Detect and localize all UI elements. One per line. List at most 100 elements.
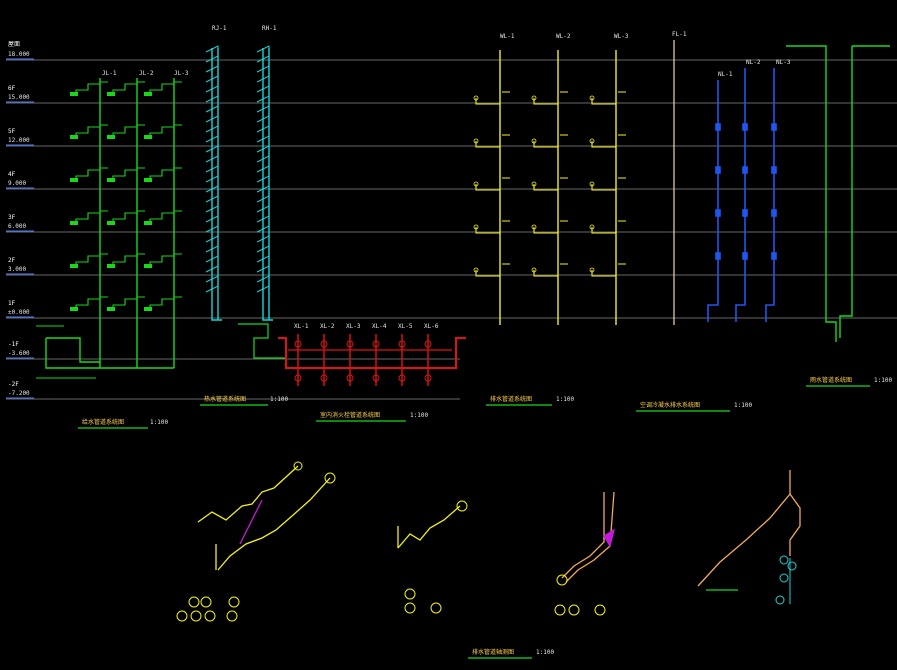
ac-drain-point — [771, 209, 777, 217]
floor-label-b1: -1F — [8, 341, 19, 348]
rainwater-system — [786, 45, 890, 342]
drain-trap — [531, 267, 537, 273]
section-titles: 给水管道系统图 1:100 热水管道系统图 1:100 室内消火栓管道系统图 1… — [78, 376, 892, 659]
supply-fixture — [107, 135, 115, 139]
supply-branch — [149, 298, 174, 311]
hot-water-branch — [205, 235, 219, 244]
riser-tag-jl3: JL-3 — [174, 70, 189, 77]
title-hot-water: 热水管道系统图 — [204, 395, 246, 403]
floor-label-2f: 2F — [8, 257, 16, 264]
supply-fixture — [144, 92, 152, 96]
supply-fixture — [70, 178, 78, 182]
drainage-system — [473, 50, 626, 325]
hot-water-branch — [205, 105, 219, 114]
drain-riser-tags: WL-1 WL-2 WL-3 FL-1 — [500, 31, 687, 40]
hot-water-branch — [256, 165, 270, 174]
axon-detail-1 — [176, 461, 336, 622]
supply-branch — [112, 169, 137, 182]
hot-water-branch — [205, 205, 219, 214]
fire-valve — [294, 340, 302, 348]
fire-riser-tags: XL-1 XL-2 XL-3 XL-4 XL-5 XL-6 — [294, 323, 439, 330]
supply-fixture — [107, 307, 115, 311]
supply-fixture — [70, 135, 78, 139]
hot-water-branch — [205, 215, 219, 224]
floor-label-1f: 1F — [8, 300, 16, 307]
hot-water-branch — [205, 275, 219, 284]
hot-water-branch — [256, 65, 270, 74]
ac-drain-point — [742, 209, 748, 217]
hot-water-branch — [205, 125, 219, 134]
riser-tag-nl2: NL-2 — [746, 59, 761, 66]
riser-tag-xl3: XL-3 — [346, 323, 361, 330]
drain-trap — [531, 224, 537, 230]
riser-tag-xl2: XL-2 — [320, 323, 335, 330]
floor-level-lines — [6, 58, 897, 400]
title-indoor-fire-scale: 1:100 — [410, 412, 428, 419]
supply-branch — [149, 126, 174, 139]
floor-elev-1f: ±0.000 — [8, 309, 30, 316]
hot-water-branch — [256, 235, 270, 244]
title-indoor-fire: 室内消火栓管道系统图 — [320, 411, 380, 419]
floor-labels: 屋面 18.000 6F 15.000 5F 12.000 4F 9.000 3… — [8, 41, 30, 397]
riser-tag-xl1: XL-1 — [294, 323, 309, 330]
riser-tag-xl6: XL-6 — [424, 323, 439, 330]
hot-water-branch — [256, 245, 270, 254]
drain-trap — [531, 181, 537, 187]
ac-drain-point — [742, 166, 748, 174]
supply-fixture — [70, 264, 78, 268]
floor-label-5f: 5F — [8, 128, 16, 135]
supply-branch — [112, 83, 137, 96]
fire-valve — [372, 340, 380, 348]
hot-water-branch — [205, 135, 219, 144]
floor-elev-b1: -3.600 — [8, 350, 30, 357]
floor-label-3f: 3F — [8, 214, 16, 221]
hot-water-branch — [205, 285, 219, 294]
title-rainwater-scale: 1:100 — [874, 377, 892, 384]
title-ac-condensate-scale: 1:100 — [734, 402, 752, 409]
riser-tag-nl3: NL-3 — [776, 59, 791, 66]
fire-valve — [320, 340, 328, 348]
riser-tag-xl5: XL-5 — [398, 323, 413, 330]
hot-water-branch — [205, 65, 219, 74]
hot-water-branch — [256, 255, 270, 264]
supply-fixture — [107, 221, 115, 225]
supply-branch — [75, 83, 100, 96]
supply-branch — [75, 298, 100, 311]
supply-branch — [149, 255, 174, 268]
ac-drain-point — [771, 252, 777, 260]
hot-water-branch — [205, 75, 219, 84]
supply-fixture — [70, 92, 78, 96]
hot-water-branch — [256, 95, 270, 104]
title-ac-condensate: 空调冷凝水排水系统图 — [640, 401, 700, 409]
riser-tag-xl4: XL-4 — [372, 323, 387, 330]
riser-tag-jl1: JL-1 — [102, 70, 117, 77]
hot-water-branch — [256, 225, 270, 234]
fire-valve — [372, 374, 380, 382]
hot-water-branch — [205, 255, 219, 264]
supply-fixture — [144, 135, 152, 139]
drain-trap — [589, 224, 595, 230]
drain-trap — [473, 138, 479, 144]
supply-branch — [75, 126, 100, 139]
riser-tag-rh1: RH-1 — [262, 25, 277, 32]
hot-water-branch — [256, 275, 270, 284]
riser-tag-nl1: NL-1 — [718, 71, 733, 78]
supply-fixture — [107, 264, 115, 268]
title-water-supply-scale: 1:100 — [150, 419, 168, 426]
ac-drain-point — [742, 123, 748, 131]
title-drainage-axon-scale: 1:100 — [536, 649, 554, 656]
title-water-supply: 给水管道系统图 — [82, 418, 124, 426]
supply-fixture — [70, 221, 78, 225]
riser-tag-wl2: WL-2 — [556, 33, 571, 40]
hot-water-branch — [256, 145, 270, 154]
supply-fixture — [70, 307, 78, 311]
hot-water-branch — [205, 165, 219, 174]
ac-drain-point — [715, 123, 721, 131]
fire-valve — [346, 374, 354, 382]
hot-riser-tags: RJ-1 RH-1 — [212, 25, 277, 32]
hot-water-branch — [205, 55, 219, 64]
hot-water-branch — [256, 135, 270, 144]
floor-elev-roof: 18.000 — [8, 51, 30, 58]
ac-riser-tags: NL-1 NL-2 NL-3 — [718, 59, 791, 78]
